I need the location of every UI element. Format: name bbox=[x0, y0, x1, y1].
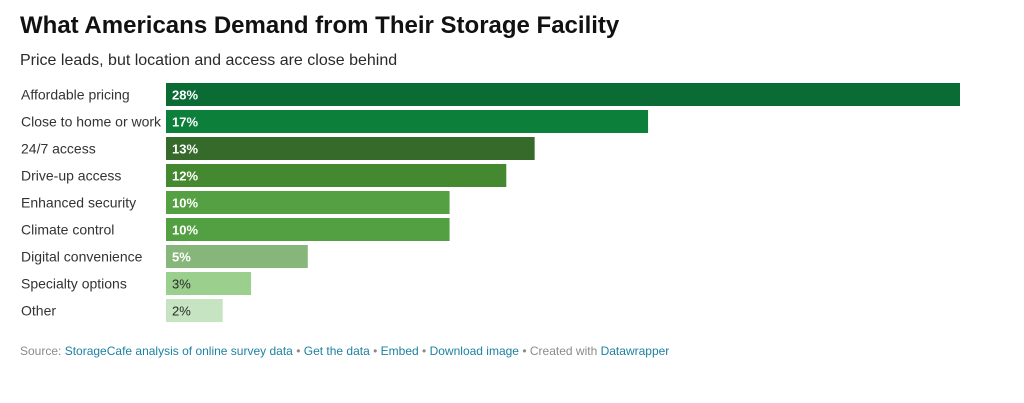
created-with-text: Created with bbox=[529, 344, 598, 358]
chart-subtitle: Price leads, but location and access are… bbox=[20, 52, 398, 69]
embed-link[interactable]: Embed bbox=[380, 344, 419, 358]
datawrapper-link[interactable]: Datawrapper bbox=[600, 344, 670, 358]
chart-footer: Source: StorageCafe analysis of online s… bbox=[20, 344, 669, 358]
bar bbox=[166, 83, 960, 106]
category-label: Enhanced security bbox=[21, 195, 136, 211]
value-label: 13% bbox=[172, 142, 198, 157]
value-label: 10% bbox=[172, 196, 198, 211]
separator: • bbox=[422, 344, 427, 358]
category-label: Digital convenience bbox=[21, 249, 143, 265]
value-label: 2% bbox=[172, 304, 191, 319]
category-label: Climate control bbox=[21, 222, 114, 238]
bar bbox=[166, 191, 450, 214]
source-prefix: Source: bbox=[20, 344, 62, 358]
value-label: 10% bbox=[172, 223, 198, 238]
category-label: Other bbox=[21, 303, 56, 319]
bar bbox=[166, 110, 649, 133]
value-label: 5% bbox=[172, 250, 191, 265]
value-label: 28% bbox=[172, 88, 198, 103]
bar bbox=[166, 137, 535, 160]
bar bbox=[166, 299, 223, 322]
get-data-link[interactable]: Get the data bbox=[303, 344, 370, 358]
separator: • bbox=[373, 344, 378, 358]
bar bbox=[166, 218, 450, 241]
category-label: Affordable pricing bbox=[21, 87, 130, 103]
separator: • bbox=[296, 344, 301, 358]
bar bbox=[166, 164, 507, 187]
bar bbox=[166, 272, 252, 295]
source-link[interactable]: StorageCafe analysis of online survey da… bbox=[64, 344, 293, 358]
value-label: 12% bbox=[172, 169, 198, 184]
bar bbox=[166, 245, 308, 268]
category-label: Drive-up access bbox=[21, 168, 121, 184]
download-image-link[interactable]: Download image bbox=[429, 344, 519, 358]
chart-title: What Americans Demand from Their Storage… bbox=[20, 12, 620, 39]
category-label: Close to home or work bbox=[21, 114, 162, 130]
category-label: 24/7 access bbox=[21, 141, 96, 157]
category-label: Specialty options bbox=[21, 276, 127, 292]
bar-chart: Affordable pricing 28% Close to home or wo… bbox=[21, 83, 960, 322]
value-label: 3% bbox=[172, 277, 191, 292]
separator: • bbox=[522, 344, 527, 358]
value-label: 17% bbox=[172, 115, 198, 130]
